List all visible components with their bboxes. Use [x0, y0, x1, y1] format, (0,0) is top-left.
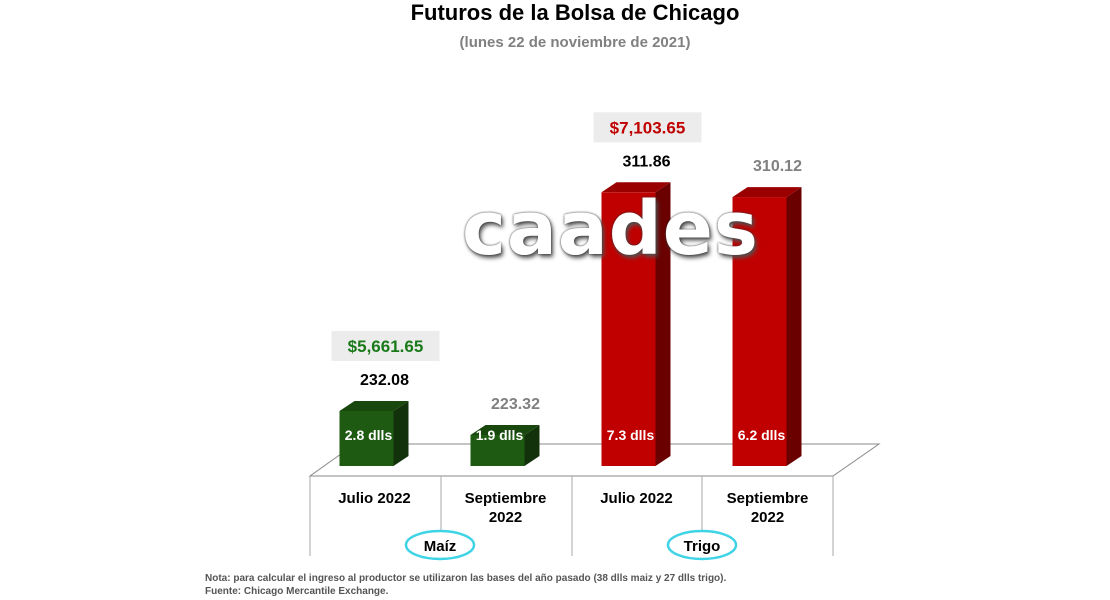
price-label-text: $7,103.65 — [610, 118, 686, 137]
bar-side — [393, 400, 409, 466]
bar — [601, 182, 671, 466]
note-text: Nota: para calcular el ingreso al produc… — [205, 573, 727, 584]
group-label: Trigo — [666, 529, 738, 561]
chart-title: Futuros de la Bolsa de Chicago — [410, 0, 740, 25]
bar-front — [732, 197, 787, 466]
bar-value-label: 310.12 — [753, 158, 802, 175]
bar-side — [786, 187, 802, 466]
category-label-line: Septiembre — [727, 490, 809, 507]
group-badge — [666, 529, 738, 561]
category-label: Septiembre 2022 — [727, 490, 809, 526]
price-label-text: $5,661.65 — [348, 337, 424, 356]
category-label: Julio 2022 — [600, 490, 673, 507]
price-label-box — [593, 112, 702, 143]
bar-inner-label: 6.2 dlls — [738, 427, 786, 443]
category-label: Julio 2022 — [338, 490, 411, 507]
chart-subtitle: (lunes 22 de noviembre de 2021) — [459, 34, 691, 51]
bar-side — [524, 424, 540, 466]
group-badge — [404, 529, 476, 561]
bar-top — [470, 424, 540, 435]
bar-side — [655, 182, 671, 466]
bar-front — [339, 410, 394, 466]
group-label: Maíz — [404, 529, 476, 561]
category-label: Septiembre 2022 — [465, 490, 547, 526]
bar-inner-label: 2.8 dlls — [345, 427, 393, 443]
bar-value-label: 232.08 — [360, 372, 409, 389]
category-label-line: 2022 — [751, 509, 784, 526]
group-name: Trigo — [684, 538, 721, 555]
bar-value-label: 311.86 — [622, 153, 670, 170]
category-label-line: Julio 2022 — [338, 490, 411, 507]
group-name: Maíz — [424, 538, 457, 555]
category-label-line: Julio 2022 — [600, 490, 673, 507]
price-label-box — [331, 330, 440, 361]
bar-top — [339, 400, 409, 411]
bar-inner-label: 7.3 dlls — [607, 427, 655, 443]
bar — [470, 424, 540, 466]
bar — [339, 400, 409, 466]
bar-front — [601, 192, 656, 466]
category-label-line: Septiembre — [465, 490, 547, 507]
bar — [732, 187, 802, 466]
source-text: Fuente: Chicago Mercantile Exchange. — [205, 586, 389, 597]
bar-top — [732, 187, 802, 198]
price-label: $5,661.65 — [331, 330, 440, 361]
bar-value-label: 223.32 — [491, 396, 540, 413]
bar-top — [601, 182, 671, 193]
category-label-line: 2022 — [489, 509, 522, 526]
price-label: $7,103.65 — [593, 112, 702, 143]
bar-front — [470, 434, 525, 466]
bar-inner-label: 1.9 dlls — [476, 427, 524, 443]
chart-notes: Nota: para calcular el ingreso al produc… — [205, 572, 726, 598]
caades-watermark: caades — [462, 186, 759, 272]
